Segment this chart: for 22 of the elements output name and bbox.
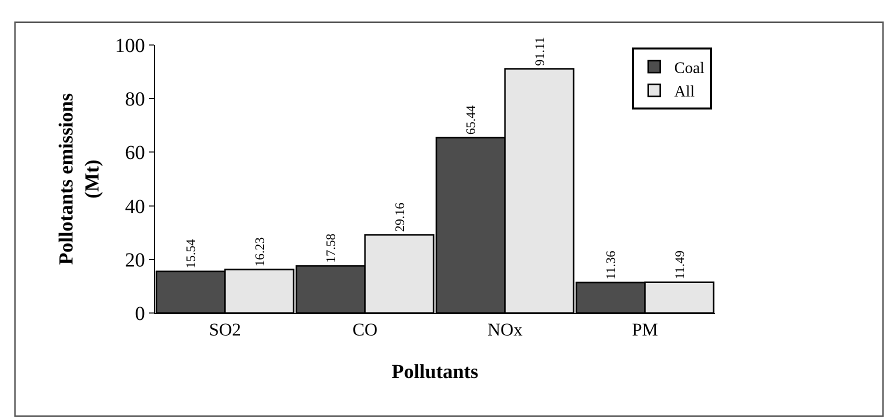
data-label: 15.54 bbox=[183, 238, 198, 268]
y-tick-label: 0 bbox=[135, 303, 145, 325]
data-label: 16.23 bbox=[252, 237, 267, 266]
y-axis-title: Pollotants emissions (Mt) bbox=[56, 92, 104, 265]
x-axis-title: Pollutants bbox=[392, 361, 479, 384]
x-tick-label: CO bbox=[352, 320, 378, 340]
y-tick-label: 40 bbox=[125, 196, 145, 218]
data-label: 91.11 bbox=[532, 37, 547, 66]
y-tick-label: 80 bbox=[125, 88, 145, 111]
data-label: 17.58 bbox=[323, 234, 338, 263]
x-tick-label: SO2 bbox=[208, 320, 242, 340]
x-tick-label: PM bbox=[632, 320, 658, 340]
y-tick-label: 100 bbox=[115, 35, 145, 57]
data-label: 65.44 bbox=[463, 104, 478, 135]
legend-label: Coal bbox=[674, 60, 705, 77]
y-tick-label: 60 bbox=[125, 142, 145, 164]
data-label: 29.16 bbox=[392, 202, 407, 232]
x-tick-label: NOx bbox=[488, 320, 522, 340]
legend-label: All bbox=[674, 84, 696, 101]
y-tick-label: 20 bbox=[125, 249, 145, 272]
data-label: 11.36 bbox=[603, 250, 618, 280]
data-label: 11.49 bbox=[672, 250, 687, 280]
